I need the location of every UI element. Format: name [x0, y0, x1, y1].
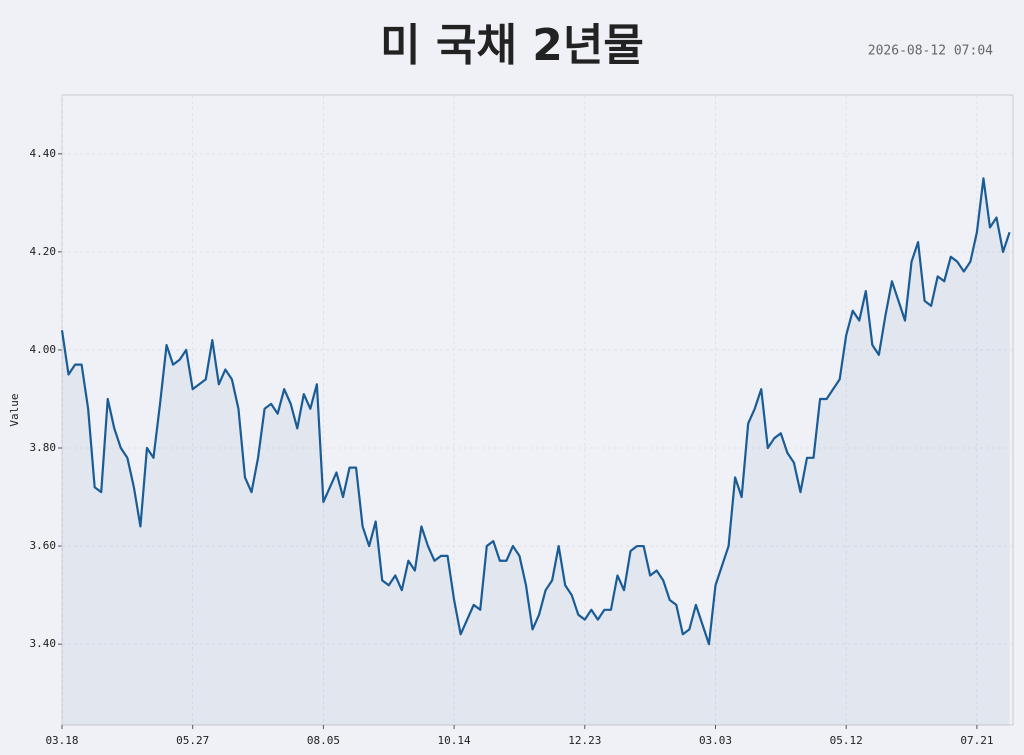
y-tick-label: 3.60 — [30, 539, 57, 552]
x-tick-label: 05.27 — [176, 734, 209, 747]
x-tick-label: 08.05 — [307, 734, 340, 747]
y-axis-label: Value — [8, 393, 21, 426]
y-tick-label: 3.80 — [30, 441, 57, 454]
line — [60, 177, 1011, 646]
x-tick-label: 12.23 — [568, 734, 601, 747]
y-tick-label: 4.00 — [30, 343, 57, 356]
area — [62, 178, 1010, 726]
x-tick-label: 03.18 — [45, 734, 78, 747]
x-tick-label: 03.03 — [699, 734, 732, 747]
y-tick-label: 4.40 — [30, 147, 57, 160]
x-tick-label: 07.21 — [960, 734, 993, 747]
y-tick-label: 4.20 — [30, 245, 57, 258]
timestamp: 2026-08-12 07:04 — [868, 44, 993, 59]
x-tick-label: 05.12 — [830, 734, 863, 747]
y-tick-label: 3.40 — [30, 637, 57, 650]
x-tick-label: 10.14 — [438, 734, 471, 747]
chart-title: 미 국채 2년물 — [380, 20, 644, 71]
